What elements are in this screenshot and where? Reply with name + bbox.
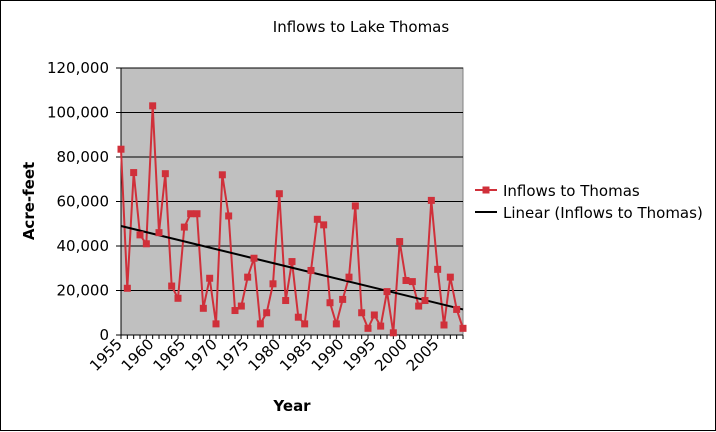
- data-point: [282, 297, 290, 305]
- y-tick-label: 0: [99, 326, 109, 344]
- data-point: [149, 102, 157, 110]
- data-point: [396, 238, 404, 246]
- data-point: [142, 240, 150, 248]
- data-point: [351, 202, 359, 210]
- data-point: [421, 297, 429, 305]
- x-tick-label: 1980: [244, 335, 284, 375]
- x-tick-label: 1965: [149, 335, 189, 375]
- data-point: [389, 329, 397, 337]
- data-point: [301, 320, 309, 328]
- data-point: [199, 304, 207, 312]
- data-point: [408, 278, 416, 286]
- data-point: [459, 324, 467, 332]
- data-point: [370, 311, 378, 319]
- data-point: [320, 221, 328, 229]
- data-point: [288, 258, 296, 266]
- data-point: [307, 266, 315, 274]
- legend-label: Linear (Inflows to Thomas): [503, 204, 703, 222]
- data-point: [123, 284, 131, 292]
- x-tick-label: 1975: [213, 335, 253, 375]
- data-point: [212, 320, 220, 328]
- data-point: [231, 307, 239, 315]
- data-point: [415, 302, 423, 310]
- data-point: [269, 280, 277, 288]
- data-point: [345, 273, 353, 281]
- data-point: [377, 322, 385, 330]
- data-point: [383, 288, 391, 296]
- data-point: [332, 320, 340, 328]
- data-point: [440, 321, 448, 329]
- data-point: [453, 305, 461, 313]
- x-tick-label: 1955: [86, 335, 126, 375]
- legend-swatch-marker: [482, 186, 490, 194]
- data-point: [117, 145, 125, 153]
- data-point: [263, 309, 271, 317]
- data-point: [434, 265, 442, 273]
- y-tick-label: 120,000: [47, 59, 109, 77]
- data-point: [130, 169, 138, 177]
- x-axis-label: Year: [272, 397, 311, 415]
- data-point: [294, 313, 302, 321]
- trendline: [120, 225, 464, 311]
- x-tick-label: 1985: [276, 335, 316, 375]
- data-point: [326, 299, 334, 307]
- data-point: [174, 294, 182, 302]
- y-tick-label: 100,000: [47, 104, 109, 122]
- data-point: [244, 273, 252, 281]
- data-point: [256, 320, 264, 328]
- data-point: [250, 254, 258, 262]
- data-point: [168, 282, 176, 290]
- data-point: [275, 190, 283, 198]
- legend-label: Inflows to Thomas: [503, 182, 640, 200]
- x-tick-label: 1990: [308, 335, 348, 375]
- data-point: [313, 215, 321, 223]
- x-tick-label: 1995: [339, 335, 379, 375]
- data-point: [193, 210, 201, 218]
- x-tick-label: 1970: [181, 335, 221, 375]
- y-tick-label: 60,000: [57, 193, 110, 211]
- chart-title: Inflows to Lake Thomas: [273, 18, 450, 36]
- data-point: [155, 229, 163, 237]
- data-point: [364, 324, 372, 332]
- data-point: [136, 231, 144, 239]
- x-tick-label: 2005: [403, 335, 443, 375]
- y-tick-label: 20,000: [57, 282, 110, 300]
- data-point: [206, 274, 214, 282]
- y-tick-label: 80,000: [57, 148, 110, 166]
- data-point: [237, 302, 245, 310]
- y-tick-label: 40,000: [57, 237, 110, 255]
- data-point: [218, 171, 226, 179]
- data-point: [427, 196, 435, 204]
- x-tick-label: 1960: [118, 335, 158, 375]
- x-tick-label: 2000: [371, 335, 411, 375]
- data-point: [180, 223, 188, 231]
- data-point: [446, 273, 454, 281]
- data-point: [339, 295, 347, 303]
- data-point: [402, 276, 410, 284]
- data-point: [187, 210, 195, 218]
- data-point: [225, 212, 233, 220]
- y-axis-label: Acre-feet: [20, 162, 38, 240]
- data-point: [161, 170, 169, 178]
- data-point: [358, 309, 366, 317]
